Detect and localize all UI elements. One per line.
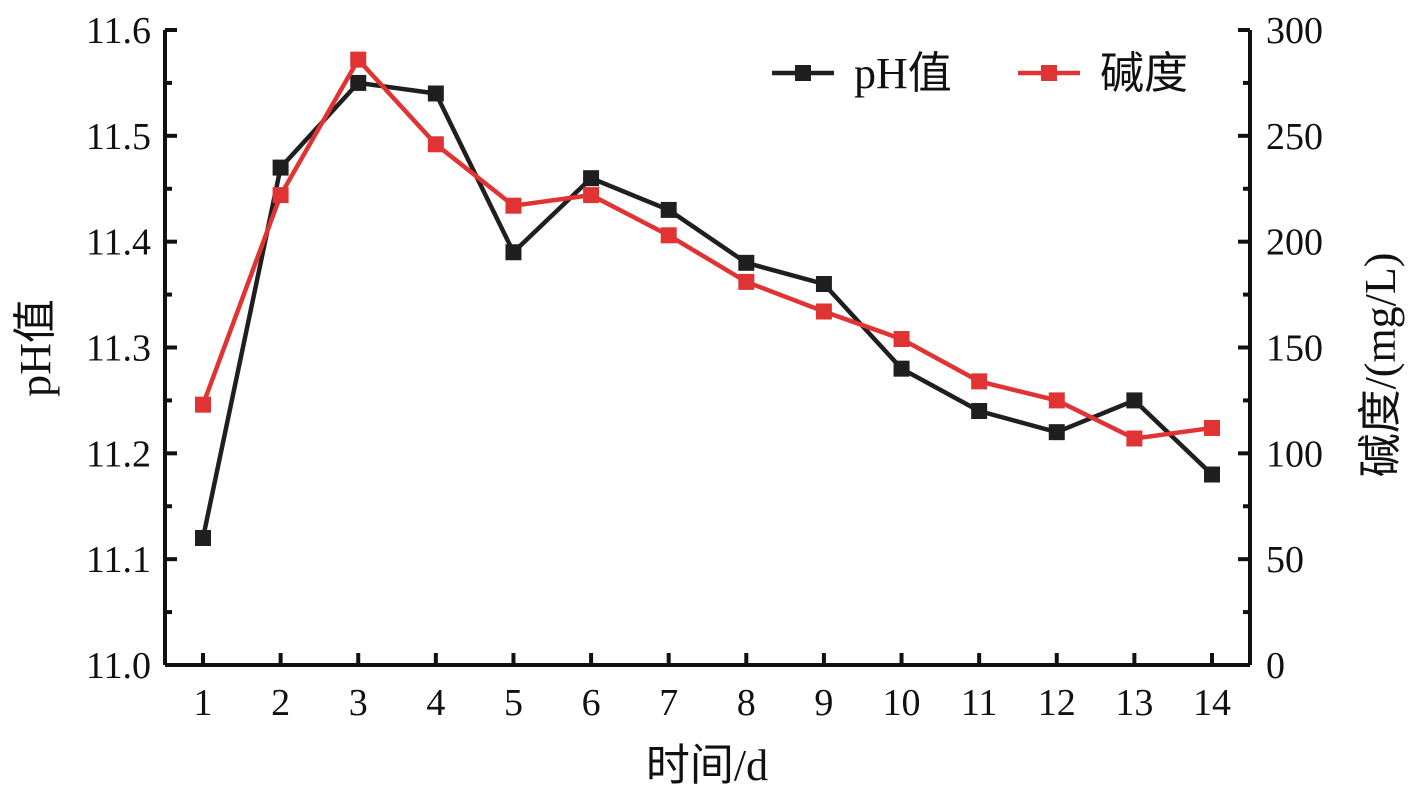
right-axis-ticks: 0 50 100 150 200 250 300 bbox=[1238, 10, 1323, 687]
data-point bbox=[815, 276, 832, 292]
right-tick-label: 250 bbox=[1266, 116, 1323, 158]
data-point bbox=[427, 136, 444, 153]
x-tick-label: 14 bbox=[1193, 682, 1231, 724]
series-ph bbox=[195, 74, 1220, 546]
right-tick-label: 200 bbox=[1266, 222, 1323, 264]
legend: pH值 碱度 bbox=[772, 49, 1188, 98]
legend-label: pH值 bbox=[854, 49, 952, 98]
left-axis-title: pH值 bbox=[11, 299, 60, 397]
plot-frame bbox=[163, 30, 1252, 667]
data-point bbox=[350, 51, 367, 68]
legend-label: 碱度 bbox=[1100, 49, 1188, 98]
data-point bbox=[1204, 419, 1220, 436]
left-tick-label: 11.4 bbox=[86, 222, 151, 264]
data-point bbox=[583, 187, 600, 204]
data-point bbox=[893, 360, 910, 377]
data-point bbox=[1048, 424, 1065, 441]
legend-item: pH值 bbox=[772, 49, 952, 98]
x-tick-label: 8 bbox=[737, 682, 756, 724]
left-tick-label: 11.0 bbox=[86, 645, 151, 687]
series-layer bbox=[195, 51, 1220, 546]
legend-item: 碱度 bbox=[1018, 49, 1188, 98]
x-tick-label: 10 bbox=[883, 682, 921, 724]
x-tick-label: 1 bbox=[194, 682, 213, 724]
x-tick-label: 5 bbox=[504, 682, 523, 724]
data-point bbox=[272, 159, 289, 176]
data-point bbox=[738, 254, 755, 271]
left-axis-ticks: 11.0 11.1 11.2 11.3 11.4 11.5 11.6 bbox=[86, 10, 177, 687]
x-tick-label: 11 bbox=[961, 682, 998, 724]
left-tick-label: 11.1 bbox=[86, 539, 151, 581]
right-axis-title: 碱度/(mg/L) bbox=[1356, 253, 1405, 478]
x-tick-label: 4 bbox=[426, 682, 445, 724]
left-tick-label: 11.6 bbox=[86, 10, 151, 52]
legend-marker bbox=[1041, 65, 1057, 81]
left-tick-label: 11.2 bbox=[86, 433, 151, 475]
x-tick-label: 12 bbox=[1038, 682, 1076, 724]
x-tick-label: 2 bbox=[271, 682, 290, 724]
right-tick-label: 50 bbox=[1266, 539, 1304, 581]
x-axis-ticks: 1 2 3 4 5 6 7 8 9 10 11 12 13 14 bbox=[194, 653, 1231, 724]
data-point bbox=[583, 170, 600, 187]
x-tick-label: 3 bbox=[349, 682, 368, 724]
data-point bbox=[195, 396, 211, 413]
left-tick-label: 11.3 bbox=[86, 328, 151, 370]
x-tick-label: 13 bbox=[1115, 682, 1153, 724]
data-point bbox=[195, 530, 211, 546]
x-tick-label: 6 bbox=[582, 682, 601, 724]
x-tick-label: 9 bbox=[814, 682, 833, 724]
right-tick-label: 100 bbox=[1266, 433, 1323, 475]
data-point bbox=[893, 331, 910, 348]
data-point bbox=[660, 227, 677, 244]
right-tick-label: 300 bbox=[1266, 10, 1323, 52]
data-point bbox=[1204, 466, 1220, 483]
data-point bbox=[738, 273, 755, 290]
data-point bbox=[815, 303, 832, 320]
data-point bbox=[1126, 392, 1143, 409]
data-point bbox=[971, 403, 988, 419]
series-line bbox=[200, 55, 1213, 441]
x-tick-label: 7 bbox=[659, 682, 678, 724]
x-axis-title: 时间/d bbox=[646, 741, 768, 790]
series-line bbox=[200, 80, 1214, 539]
data-point bbox=[272, 187, 289, 204]
data-point bbox=[660, 201, 677, 218]
data-point bbox=[1126, 430, 1143, 447]
data-point bbox=[1048, 392, 1065, 409]
right-tick-label: 0 bbox=[1266, 645, 1285, 687]
left-tick-label: 11.5 bbox=[86, 116, 151, 158]
series-alkalinity bbox=[195, 51, 1220, 447]
data-point bbox=[350, 74, 367, 91]
legend-marker bbox=[795, 65, 811, 81]
data-point bbox=[505, 197, 522, 214]
data-point bbox=[427, 85, 444, 102]
data-point bbox=[971, 373, 988, 390]
right-tick-label: 150 bbox=[1266, 328, 1323, 370]
data-point bbox=[505, 244, 522, 261]
